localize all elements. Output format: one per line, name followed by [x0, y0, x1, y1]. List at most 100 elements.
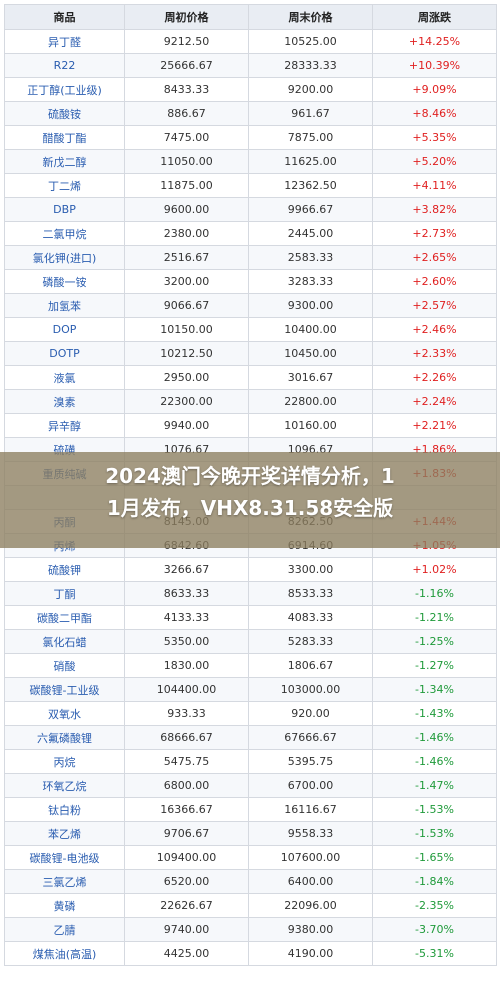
product-name-cell: 双氧水	[4, 701, 125, 726]
end-price-cell: 6400.00	[248, 869, 373, 894]
product-name-cell: 醋酸丁酯	[4, 125, 125, 150]
end-price-cell: 12362.50	[248, 173, 373, 198]
weekly-change-cell: +9.09%	[372, 77, 497, 102]
product-name-cell: 环氧乙烷	[4, 773, 125, 798]
product-name-cell: 硫酸钾	[4, 557, 125, 582]
table-row: 硫酸钾 3266.67 3300.00 +1.02%	[4, 557, 497, 582]
start-price-cell: 10212.50	[124, 341, 249, 366]
end-price-cell: 961.67	[248, 101, 373, 126]
end-price-cell: 9380.00	[248, 917, 373, 942]
start-price-cell: 109400.00	[124, 845, 249, 870]
product-name-cell: 液氯	[4, 365, 125, 390]
end-price-cell: 10400.00	[248, 317, 373, 342]
product-name-cell: 氯化钾(进口)	[4, 245, 125, 270]
product-name-cell: 新戊二醇	[4, 149, 125, 174]
start-price-cell: 10150.00	[124, 317, 249, 342]
start-price-cell: 2380.00	[124, 221, 249, 246]
end-price-cell: 1806.67	[248, 653, 373, 678]
overlay-banner: 2024澳门今晚开奖详情分析，1 1月发布，VHX8.31.58安全版	[0, 452, 500, 548]
price-table: 商品 周初价格 周末价格 周涨跌 异丁醛 9212.50 10525.00 +14.2…	[4, 4, 497, 966]
product-name-cell: 硝酸	[4, 653, 125, 678]
end-price-cell: 22800.00	[248, 389, 373, 414]
weekly-change-cell: -1.27%	[372, 653, 497, 678]
start-price-cell: 4133.33	[124, 605, 249, 630]
end-price-cell: 3283.33	[248, 269, 373, 294]
start-price-cell: 9212.50	[124, 29, 249, 54]
weekly-change-cell: -2.35%	[372, 893, 497, 918]
table-row: 异辛醇 9940.00 10160.00 +2.21%	[4, 413, 497, 438]
weekly-change-cell: -1.47%	[372, 773, 497, 798]
banner-title-line2: 1月发布，VHX8.31.58安全版	[106, 496, 394, 520]
end-price-cell: 5395.75	[248, 749, 373, 774]
header-product: 商品	[4, 4, 125, 30]
start-price-cell: 9066.67	[124, 293, 249, 318]
product-name-cell: 钛白粉	[4, 797, 125, 822]
end-price-cell: 28333.33	[248, 53, 373, 78]
product-name-cell: 苯乙烯	[4, 821, 125, 846]
product-name-cell: DBP	[4, 197, 125, 222]
weekly-change-cell: +2.33%	[372, 341, 497, 366]
end-price-cell: 920.00	[248, 701, 373, 726]
end-price-cell: 10525.00	[248, 29, 373, 54]
table-row: 碳酸锂-工业级 104400.00 103000.00 -1.34%	[4, 677, 497, 702]
product-name-cell: 六氟磷酸锂	[4, 725, 125, 750]
weekly-change-cell: +2.26%	[372, 365, 497, 390]
start-price-cell: 16366.67	[124, 797, 249, 822]
product-name-cell: 煤焦油(高温)	[4, 941, 125, 966]
end-price-cell: 9558.33	[248, 821, 373, 846]
table-row: 丁二烯 11875.00 12362.50 +4.11%	[4, 173, 497, 198]
start-price-cell: 104400.00	[124, 677, 249, 702]
price-table-container: 商品 周初价格 周末价格 周涨跌 异丁醛 9212.50 10525.00 +14.2…	[4, 4, 497, 966]
table-row: 碳酸二甲酯 4133.33 4083.33 -1.21%	[4, 605, 497, 630]
start-price-cell: 3200.00	[124, 269, 249, 294]
weekly-change-cell: -1.46%	[372, 749, 497, 774]
table-row: 磷酸一铵 3200.00 3283.33 +2.60%	[4, 269, 497, 294]
weekly-change-cell: +2.46%	[372, 317, 497, 342]
start-price-cell: 886.67	[124, 101, 249, 126]
end-price-cell: 7875.00	[248, 125, 373, 150]
table-row: 氯化钾(进口) 2516.67 2583.33 +2.65%	[4, 245, 497, 270]
table-row: 液氯 2950.00 3016.67 +2.26%	[4, 365, 497, 390]
end-price-cell: 9966.67	[248, 197, 373, 222]
weekly-change-cell: -1.53%	[372, 821, 497, 846]
weekly-change-cell: +2.24%	[372, 389, 497, 414]
weekly-change-cell: +5.20%	[372, 149, 497, 174]
end-price-cell: 10450.00	[248, 341, 373, 366]
product-name-cell: 异丁醛	[4, 29, 125, 54]
product-name-cell: 氯化石蜡	[4, 629, 125, 654]
end-price-cell: 3016.67	[248, 365, 373, 390]
end-price-cell: 4083.33	[248, 605, 373, 630]
start-price-cell: 7475.00	[124, 125, 249, 150]
table-row: 黄磷 22626.67 22096.00 -2.35%	[4, 893, 497, 918]
product-name-cell: 丙烷	[4, 749, 125, 774]
end-price-cell: 6700.00	[248, 773, 373, 798]
weekly-change-cell: -3.70%	[372, 917, 497, 942]
table-row: R22 25666.67 28333.33 +10.39%	[4, 53, 497, 78]
table-row: 异丁醛 9212.50 10525.00 +14.25%	[4, 29, 497, 54]
weekly-change-cell: -1.43%	[372, 701, 497, 726]
table-row: 丁酮 8633.33 8533.33 -1.16%	[4, 581, 497, 606]
product-name-cell: 异辛醇	[4, 413, 125, 438]
weekly-change-cell: -1.84%	[372, 869, 497, 894]
start-price-cell: 25666.67	[124, 53, 249, 78]
start-price-cell: 9940.00	[124, 413, 249, 438]
weekly-change-cell: +2.57%	[372, 293, 497, 318]
weekly-change-cell: +2.60%	[372, 269, 497, 294]
weekly-change-cell: +2.21%	[372, 413, 497, 438]
weekly-change-cell: +3.82%	[372, 197, 497, 222]
product-name-cell: 乙腈	[4, 917, 125, 942]
header-end-price: 周末价格	[248, 4, 373, 30]
start-price-cell: 8433.33	[124, 77, 249, 102]
start-price-cell: 3266.67	[124, 557, 249, 582]
weekly-change-cell: -1.65%	[372, 845, 497, 870]
start-price-cell: 68666.67	[124, 725, 249, 750]
end-price-cell: 5283.33	[248, 629, 373, 654]
table-row: DBP 9600.00 9966.67 +3.82%	[4, 197, 497, 222]
table-row: 正丁醇(工业级) 8433.33 9200.00 +9.09%	[4, 77, 497, 102]
weekly-change-cell: +2.65%	[372, 245, 497, 270]
start-price-cell: 11050.00	[124, 149, 249, 174]
weekly-change-cell: -1.21%	[372, 605, 497, 630]
table-row: 三氯乙烯 6520.00 6400.00 -1.84%	[4, 869, 497, 894]
table-row: 苯乙烯 9706.67 9558.33 -1.53%	[4, 821, 497, 846]
product-name-cell: 二氯甲烷	[4, 221, 125, 246]
